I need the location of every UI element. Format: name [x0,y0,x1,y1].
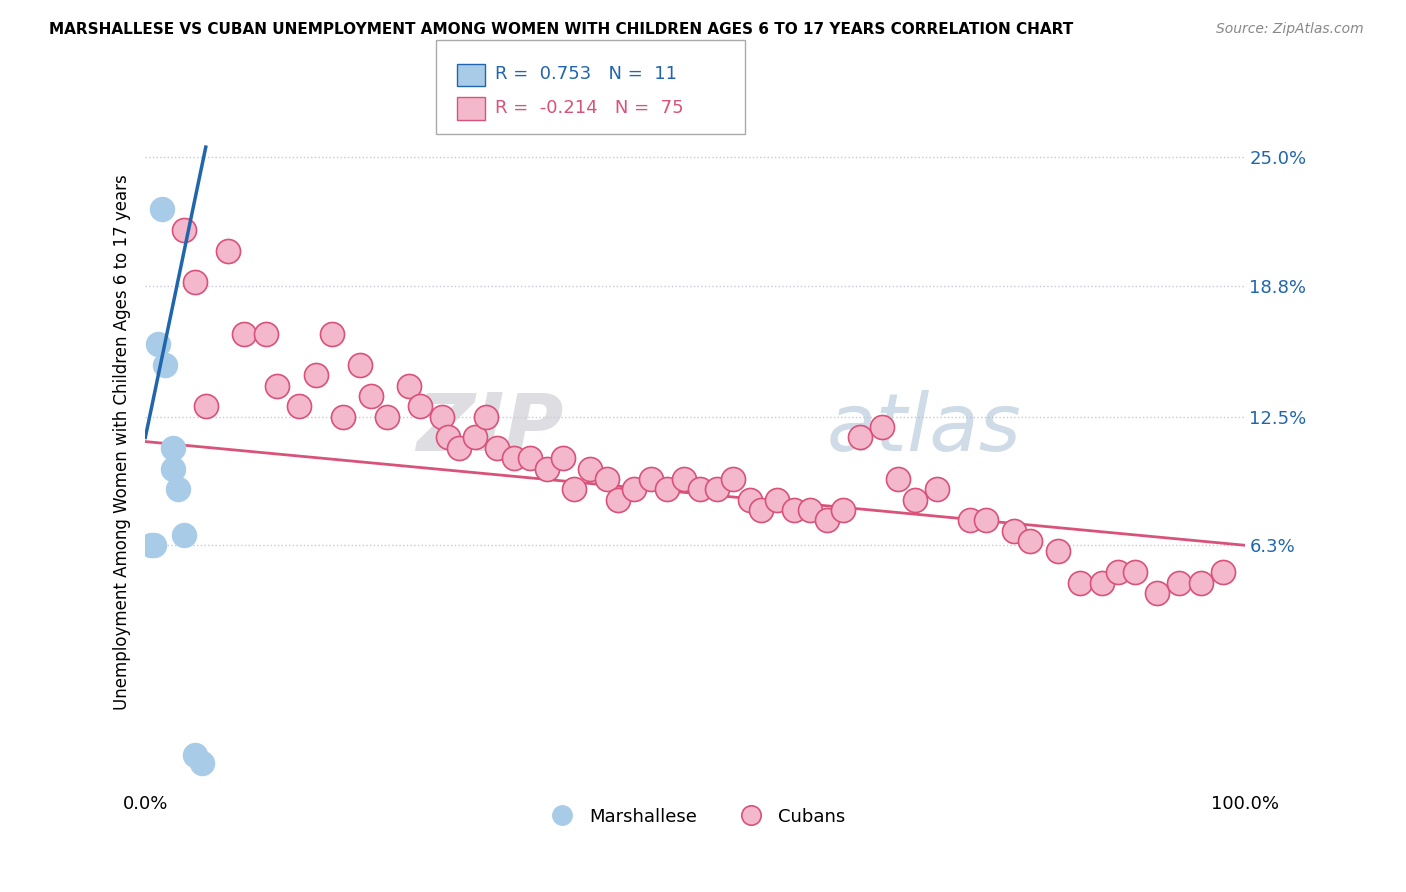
Point [288,400,311,414]
Point [1146,586,1168,600]
Text: MARSHALLESE VS CUBAN UNEMPLOYMENT AMONG WOMEN WITH CHILDREN AGES 6 TO 17 YEARS C: MARSHALLESE VS CUBAN UNEMPLOYMENT AMONG … [49,22,1073,37]
Point [194,400,217,414]
Point [596,472,619,486]
Point [1212,565,1234,579]
Point [904,492,927,507]
Point [447,441,470,455]
Point [1046,544,1069,558]
Point [870,420,893,434]
Point [321,326,343,341]
Point [749,503,772,517]
Point [1189,575,1212,590]
Point [173,528,195,542]
Point [623,482,645,496]
Point [143,538,166,552]
Point [672,472,695,486]
Point [849,430,872,444]
Point [640,472,662,486]
Legend: Marshallese, Cubans: Marshallese, Cubans [537,800,853,833]
Point [502,451,524,466]
Point [409,400,432,414]
Text: atlas: atlas [827,390,1022,467]
Point [1091,575,1114,590]
Point [783,503,806,517]
Point [184,747,207,762]
Point [1069,575,1091,590]
Point [562,482,585,496]
Point [430,409,453,424]
Point [254,326,277,341]
Point [799,503,821,517]
Point [332,409,354,424]
Point [689,482,711,496]
Point [398,378,420,392]
Point [173,223,195,237]
Point [536,461,558,475]
Point [1167,575,1189,590]
Point [266,378,288,392]
Point [360,389,382,403]
Point [436,430,458,444]
Point [464,430,486,444]
Point [233,326,256,341]
Point [475,409,498,424]
Point [959,513,981,527]
Point [723,472,745,486]
Point [815,513,838,527]
Point [162,441,184,455]
Point [1107,565,1129,579]
Point [832,503,855,517]
Point [766,492,789,507]
Point [1019,534,1042,549]
Point [1002,524,1025,538]
Text: R =  0.753   N =  11: R = 0.753 N = 11 [495,65,676,83]
Point [162,461,184,475]
Point [191,756,214,770]
Point [607,492,630,507]
Point [579,461,602,475]
Point [738,492,761,507]
Point [486,441,509,455]
Point [153,358,176,372]
Point [974,513,997,527]
Point [148,337,170,351]
Point [150,202,173,217]
Point [375,409,398,424]
Point [349,358,371,372]
Point [217,244,239,258]
Point [1123,565,1146,579]
Text: ZIP: ZIP [416,390,562,467]
Point [657,482,679,496]
Text: R =  -0.214   N =  75: R = -0.214 N = 75 [495,99,683,117]
Point [706,482,728,496]
Y-axis label: Unemployment Among Women with Children Ages 6 to 17 years: Unemployment Among Women with Children A… [114,175,131,710]
Point [925,482,948,496]
Point [305,368,328,383]
Point [551,451,574,466]
Point [887,472,910,486]
Text: Source: ZipAtlas.com: Source: ZipAtlas.com [1216,22,1364,37]
Point [139,538,162,552]
Point [167,482,190,496]
Point [184,275,207,289]
Point [519,451,541,466]
